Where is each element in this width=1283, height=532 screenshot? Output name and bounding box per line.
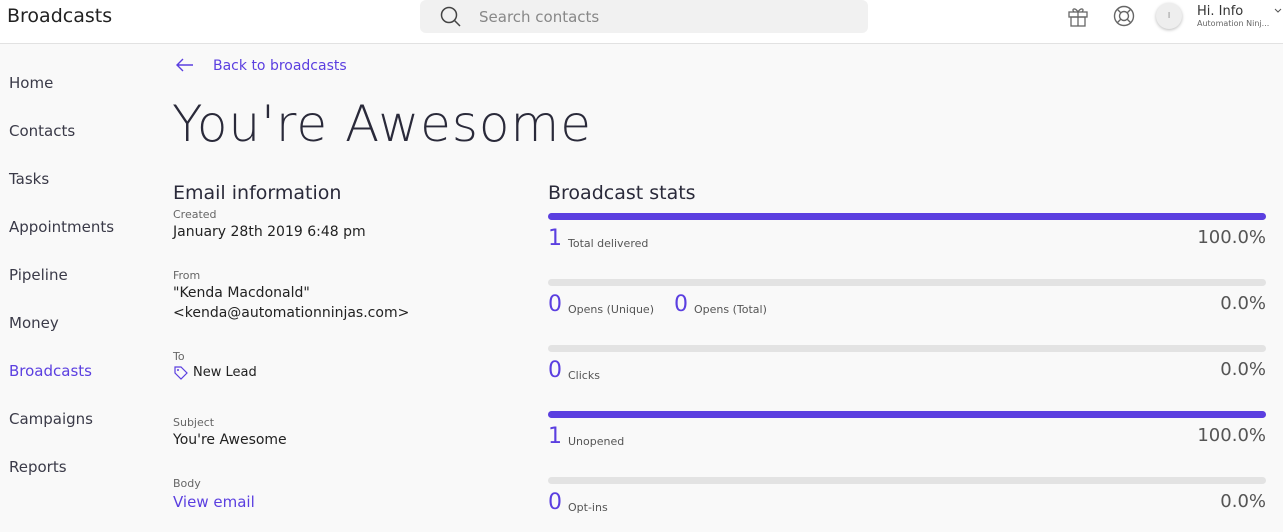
stat-label: Opens (Total): [694, 303, 767, 316]
progress-track: [548, 345, 1266, 352]
field-value: <kenda@automationninjas.com>: [173, 305, 410, 321]
progress-track: [548, 411, 1266, 418]
stat-count: 1: [548, 226, 562, 251]
progress-track: [548, 477, 1266, 484]
gift-icon[interactable]: [1067, 5, 1089, 27]
stat-label: Unopened: [568, 435, 625, 448]
search-box[interactable]: Search contacts: [420, 0, 868, 33]
chevron[interactable]: [1274, 8, 1282, 14]
stat-percent: 100.0%: [1197, 425, 1266, 446]
view-email-link[interactable]: View email: [173, 493, 255, 511]
field-label: Subject: [173, 416, 215, 429]
field-value: "Kenda Macdonald": [173, 285, 310, 301]
nav-item[interactable]: Contacts: [9, 122, 76, 140]
stat-percent: 0.0%: [1220, 491, 1266, 512]
stat-label: Opens (Unique): [568, 303, 654, 316]
avatar[interactable]: I: [1156, 3, 1182, 29]
tag-icon: [174, 366, 188, 380]
section-heading: Broadcast stats: [548, 182, 696, 204]
stat-count: 0: [674, 292, 688, 317]
nav-item[interactable]: Pipeline: [9, 266, 68, 284]
progress-bar: [548, 411, 1266, 418]
app-title: Broadcasts: [7, 5, 113, 27]
nav-item[interactable]: Appointments: [9, 218, 115, 236]
nav-item[interactable]: Money: [9, 314, 59, 332]
stat-count: 0: [548, 358, 562, 383]
stat-count: 1: [548, 424, 562, 449]
field-label: To: [173, 350, 185, 363]
nav-item[interactable]: Reports: [9, 458, 67, 476]
help-icon[interactable]: [1113, 5, 1135, 27]
stat-count: 0: [548, 292, 562, 317]
user-greeting: Hi. Info: [1197, 4, 1244, 19]
stat-percent: 0.0%: [1220, 359, 1266, 380]
stat-percent: 0.0%: [1220, 293, 1266, 314]
search-placeholder: Search contacts: [479, 8, 600, 26]
progress-track: [548, 279, 1266, 286]
stat-percent: 100.0%: [1197, 227, 1266, 248]
field-label: Body: [173, 477, 201, 490]
nav-item[interactable]: Tasks: [9, 170, 50, 188]
field-value: New Lead: [193, 365, 257, 380]
nav-item[interactable]: Broadcasts: [9, 362, 92, 380]
progress-bar: [548, 213, 1266, 220]
back-link[interactable]: Back to broadcasts: [213, 58, 347, 74]
stat-label: Opt-ins: [568, 501, 608, 514]
nav-item[interactable]: Home: [9, 74, 54, 92]
nav-item[interactable]: Campaigns: [9, 410, 94, 428]
stat-count: 0: [548, 490, 562, 515]
top-bar: Broadcasts Search contacts I Hi. Info Au…: [0, 0, 1283, 44]
field-label: From: [173, 269, 201, 282]
field-value: You're Awesome: [173, 432, 287, 448]
field-label: Created: [173, 208, 217, 221]
search-icon: [440, 6, 461, 27]
field-value: January 28th 2019 6:48 pm: [173, 224, 366, 240]
stats: 1 Total delivered 100.0% 0 Opens (Unique) 0 Op…: [548, 0, 1266, 532]
progress-track: [548, 213, 1266, 220]
user-company: Automation Ninj...: [1197, 19, 1270, 28]
stat-label: Clicks: [568, 369, 600, 382]
section-heading: Email information: [173, 182, 342, 204]
stat-label: Total delivered: [568, 237, 649, 250]
page-title: You're Awesome: [172, 95, 592, 153]
back-arrow[interactable]: [175, 57, 195, 73]
